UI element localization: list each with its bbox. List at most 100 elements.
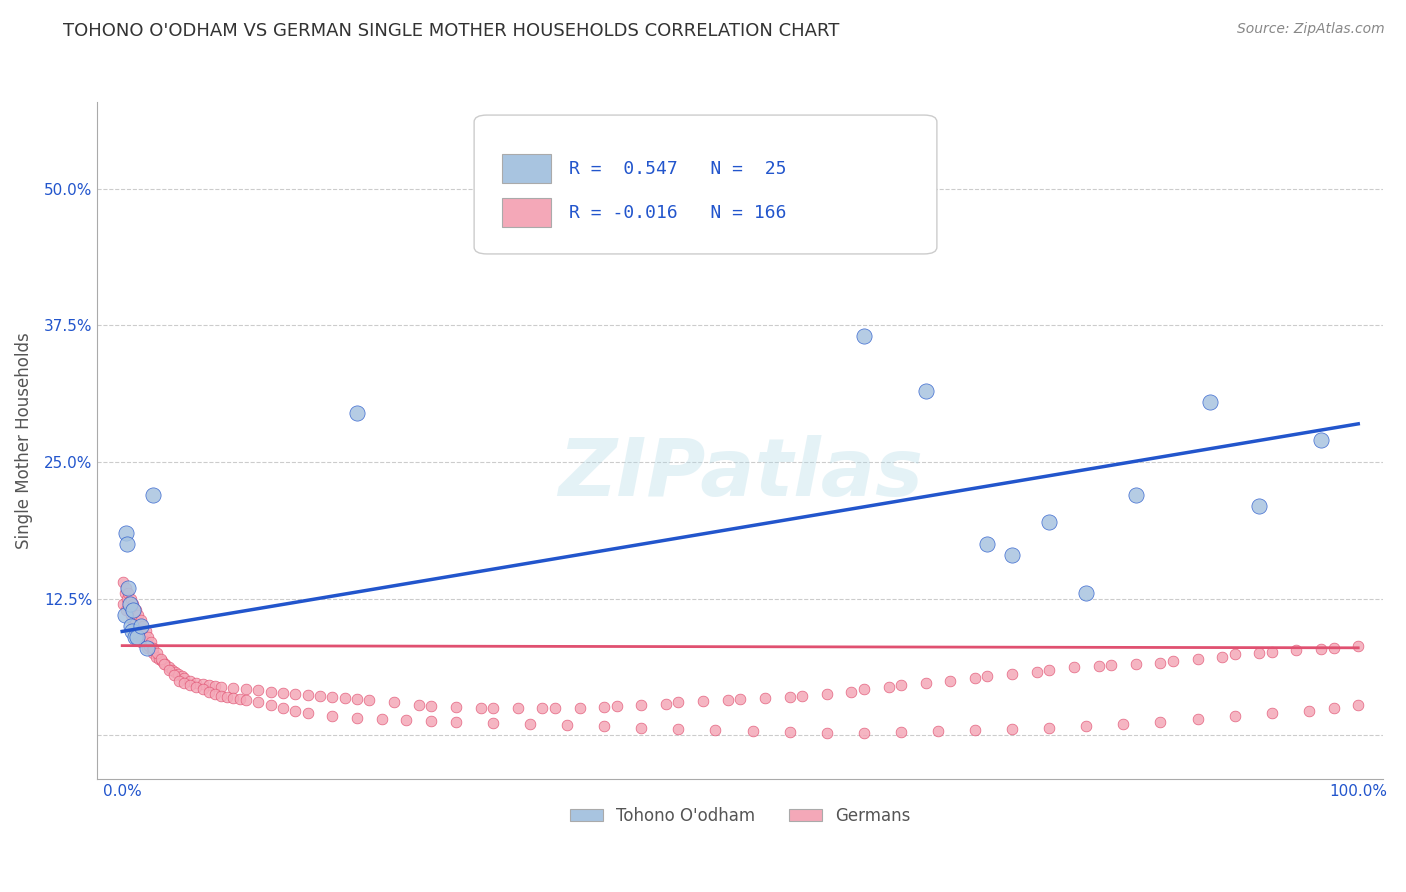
Point (122, 597, 145, 611)
Point (120, 591, 142, 606)
Point (142, 488, 165, 502)
Point (132, 619, 155, 633)
Point (506, 701, 529, 715)
FancyBboxPatch shape (502, 154, 551, 183)
Point (150, 654, 173, 668)
Point (1249, 499, 1271, 513)
Point (191, 682, 214, 697)
Point (1125, 488, 1147, 502)
Point (155, 657, 177, 672)
Point (914, 675, 936, 690)
Point (754, 691, 776, 706)
Point (209, 689, 232, 703)
Point (927, 723, 949, 738)
Point (297, 688, 319, 702)
Point (1099, 658, 1122, 673)
Point (692, 694, 714, 708)
Point (655, 697, 678, 711)
Point (420, 698, 443, 713)
Point (965, 672, 987, 686)
Point (165, 665, 187, 679)
Point (129, 614, 152, 628)
Point (333, 691, 356, 706)
Point (519, 717, 541, 731)
Point (815, 687, 838, 701)
Point (1322, 701, 1344, 715)
Point (1038, 663, 1060, 677)
Point (167, 673, 190, 688)
Point (890, 678, 912, 692)
Point (395, 713, 418, 727)
Point (1322, 640, 1344, 655)
Point (482, 701, 505, 715)
Point (117, 586, 139, 600)
Point (321, 708, 343, 723)
Point (127, 607, 149, 622)
Point (1001, 667, 1024, 681)
Point (138, 639, 160, 653)
Point (939, 673, 962, 688)
Point (134, 635, 156, 649)
Point (1125, 657, 1147, 672)
Point (247, 683, 270, 698)
Point (259, 684, 281, 698)
Point (191, 677, 214, 691)
Text: Source: ZipAtlas.com: Source: ZipAtlas.com (1237, 22, 1385, 37)
Point (217, 690, 239, 704)
Point (222, 691, 245, 706)
Point (173, 675, 195, 690)
Point (115, 581, 138, 595)
Point (593, 699, 616, 714)
Point (118, 602, 141, 616)
Point (153, 657, 176, 672)
Point (482, 716, 505, 731)
Point (1038, 721, 1060, 735)
Point (297, 706, 319, 721)
Point (1223, 648, 1246, 662)
Point (1025, 665, 1047, 679)
Point (606, 698, 628, 713)
Point (1249, 646, 1271, 660)
Point (309, 689, 332, 703)
Point (359, 693, 381, 707)
Point (127, 630, 149, 644)
Point (235, 693, 257, 707)
Point (179, 673, 201, 688)
Point (114, 607, 136, 622)
Point (135, 624, 157, 639)
Point (976, 537, 998, 551)
Point (346, 711, 368, 725)
Point (1076, 719, 1098, 733)
Point (197, 678, 219, 692)
Point (271, 685, 294, 699)
Point (815, 726, 838, 740)
Point (124, 630, 146, 644)
Point (284, 687, 307, 701)
Point (420, 714, 443, 728)
Point (235, 682, 257, 697)
Point (790, 689, 813, 703)
Point (222, 681, 245, 696)
Point (1347, 639, 1369, 653)
Point (1310, 434, 1333, 448)
Point (1199, 395, 1222, 409)
Point (129, 619, 152, 633)
Point (717, 693, 740, 707)
Point (112, 597, 135, 611)
Point (157, 663, 180, 677)
Point (1187, 651, 1209, 665)
Point (852, 682, 875, 697)
Y-axis label: Single Mother Households: Single Mother Households (15, 332, 32, 549)
Point (852, 726, 875, 740)
Point (135, 635, 157, 649)
Point (668, 722, 690, 736)
Point (131, 630, 153, 644)
Point (186, 675, 208, 690)
Point (668, 695, 690, 709)
Point (1310, 641, 1333, 656)
Point (136, 630, 159, 644)
Point (121, 624, 143, 639)
Point (728, 692, 751, 706)
Point (209, 680, 232, 694)
Point (121, 614, 143, 628)
